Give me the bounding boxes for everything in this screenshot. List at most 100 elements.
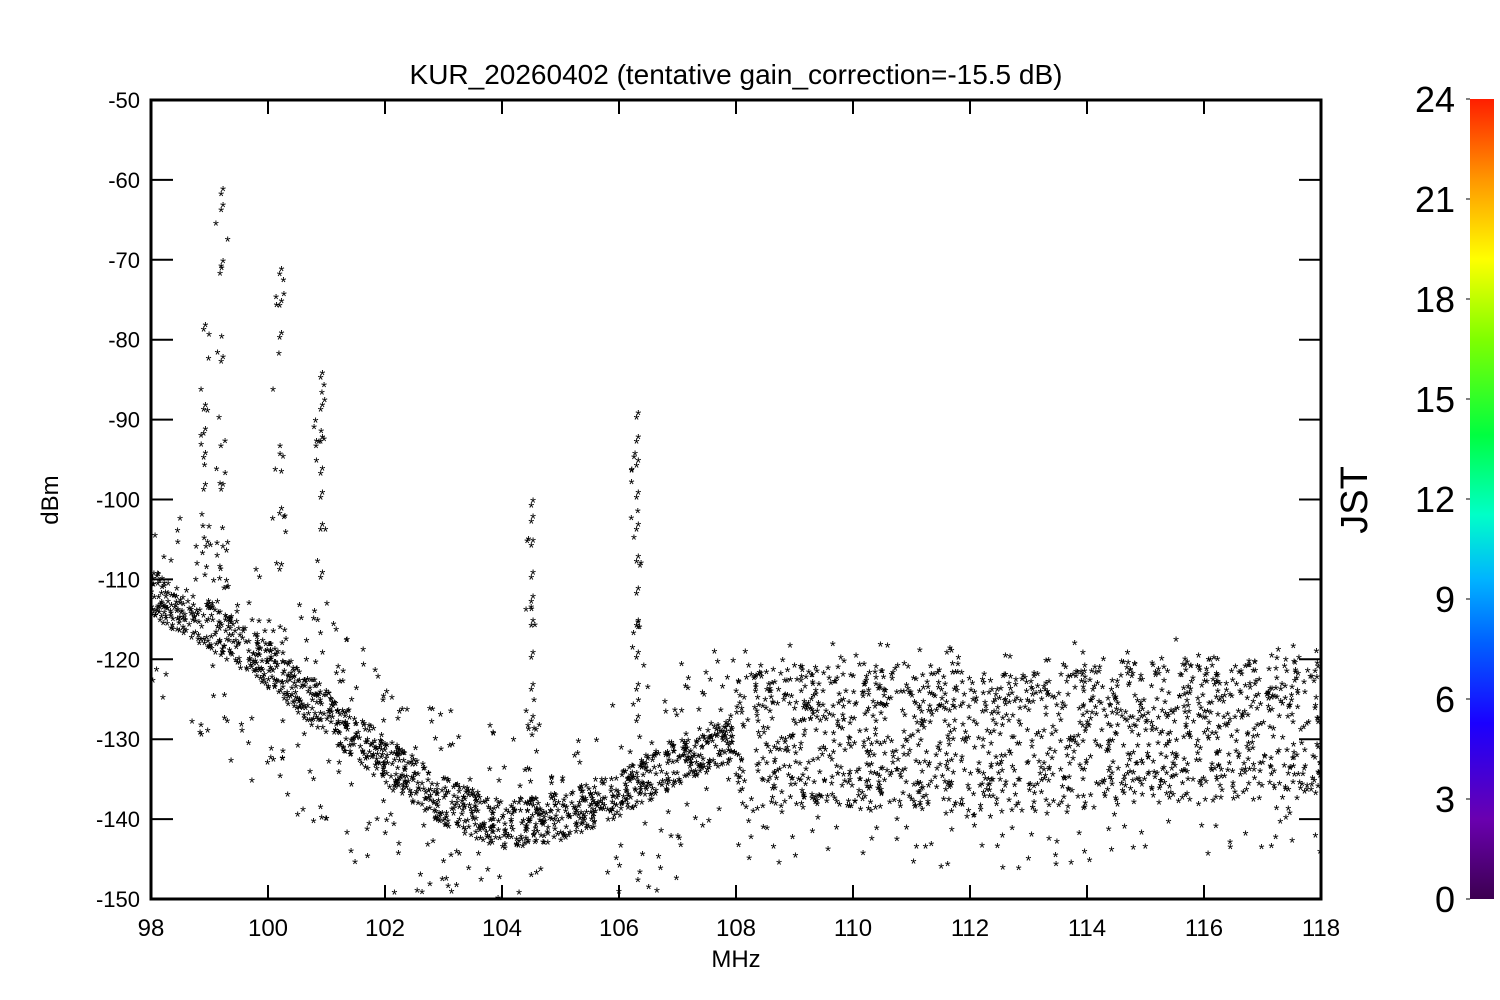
data-point: * xyxy=(439,807,445,824)
data-point: * xyxy=(467,910,473,927)
data-point: * xyxy=(266,665,272,682)
data-point: * xyxy=(1168,787,1174,804)
data-point: * xyxy=(445,786,451,803)
data-point: * xyxy=(835,768,841,785)
data-point: * xyxy=(1152,771,1158,788)
data-point: * xyxy=(782,796,788,813)
data-point: * xyxy=(413,898,419,915)
data-point: * xyxy=(987,778,993,795)
data-point: * xyxy=(1235,705,1241,722)
data-point: * xyxy=(861,686,867,703)
data-point: * xyxy=(1185,680,1191,697)
data-point: * xyxy=(784,741,790,758)
data-point: * xyxy=(437,811,443,828)
data-point: * xyxy=(873,723,879,740)
data-point: * xyxy=(952,702,958,719)
data-point: * xyxy=(639,757,645,774)
data-point: * xyxy=(1273,663,1279,680)
data-point: * xyxy=(1242,763,1248,780)
data-point: * xyxy=(907,731,913,748)
data-point: * xyxy=(462,823,468,840)
data-point: * xyxy=(581,814,587,831)
data-point: * xyxy=(991,706,997,723)
data-point: * xyxy=(605,814,611,831)
data-point: * xyxy=(875,683,881,700)
data-point: * xyxy=(1043,709,1049,726)
data-point: * xyxy=(1139,789,1145,806)
data-point: * xyxy=(589,792,595,809)
data-point: * xyxy=(1247,659,1253,676)
colorbar-tick-label: 18 xyxy=(1415,279,1455,320)
data-point: * xyxy=(890,756,896,773)
data-point: * xyxy=(348,748,354,765)
data-point: * xyxy=(935,666,941,683)
data-point: * xyxy=(1013,799,1019,816)
data-point: * xyxy=(303,676,309,693)
data-point: * xyxy=(244,663,250,680)
data-point: * xyxy=(1268,768,1274,785)
data-point: * xyxy=(695,750,701,767)
data-point: * xyxy=(1216,694,1222,711)
data-point: * xyxy=(518,831,524,848)
data-point: * xyxy=(321,379,327,396)
data-point: * xyxy=(1031,750,1037,767)
data-point: * xyxy=(1098,697,1104,714)
data-point: * xyxy=(820,685,826,702)
data-point: * xyxy=(959,751,965,768)
data-point: * xyxy=(444,786,450,803)
data-point: * xyxy=(943,760,949,777)
data-point: * xyxy=(900,705,906,722)
data-point: * xyxy=(901,725,907,742)
data-point: * xyxy=(293,687,299,704)
data-point: * xyxy=(718,759,724,776)
data-point: * xyxy=(1086,720,1092,737)
data-point: * xyxy=(1038,762,1044,779)
data-point: * xyxy=(1128,783,1134,800)
data-point: * xyxy=(551,895,557,912)
data-point: * xyxy=(966,805,972,822)
data-point: * xyxy=(442,819,448,836)
data-point: * xyxy=(220,183,226,200)
data-point: * xyxy=(257,642,263,659)
data-point: * xyxy=(726,739,732,756)
data-point: * xyxy=(899,765,905,782)
data-point: * xyxy=(771,741,777,758)
data-point: * xyxy=(428,789,434,806)
data-point: * xyxy=(435,814,441,831)
data-point: * xyxy=(1156,782,1162,799)
data-point: * xyxy=(1259,779,1265,796)
data-point: * xyxy=(914,717,920,734)
data-point: * xyxy=(281,288,287,305)
data-point: * xyxy=(1276,710,1282,727)
data-point: * xyxy=(155,602,161,619)
data-point: * xyxy=(561,800,567,817)
data-point: * xyxy=(518,804,524,821)
data-point: * xyxy=(289,688,295,705)
data-point: * xyxy=(999,765,1005,782)
data-point: * xyxy=(1217,745,1223,762)
data-point: * xyxy=(713,724,719,741)
data-point: * xyxy=(1302,744,1308,761)
data-point: * xyxy=(225,233,231,250)
data-point: * xyxy=(835,661,841,678)
data-point: * xyxy=(634,767,640,784)
data-point: * xyxy=(317,714,323,731)
data-point: * xyxy=(199,621,205,638)
data-point: * xyxy=(1113,792,1119,809)
data-point: * xyxy=(1124,760,1130,777)
data-point: * xyxy=(718,704,724,721)
data-point: * xyxy=(150,573,156,590)
data-point: * xyxy=(1248,701,1254,718)
data-point: * xyxy=(911,672,917,689)
data-point: * xyxy=(476,822,482,839)
data-point: * xyxy=(697,723,703,740)
data-point: * xyxy=(337,708,343,725)
data-point: * xyxy=(312,689,318,706)
data-point: * xyxy=(207,641,213,658)
data-point: * xyxy=(733,768,739,785)
data-point: * xyxy=(1304,717,1310,734)
data-point: * xyxy=(1161,661,1167,678)
data-point: * xyxy=(216,412,222,429)
data-point: * xyxy=(950,733,956,750)
data-point: * xyxy=(931,689,937,706)
